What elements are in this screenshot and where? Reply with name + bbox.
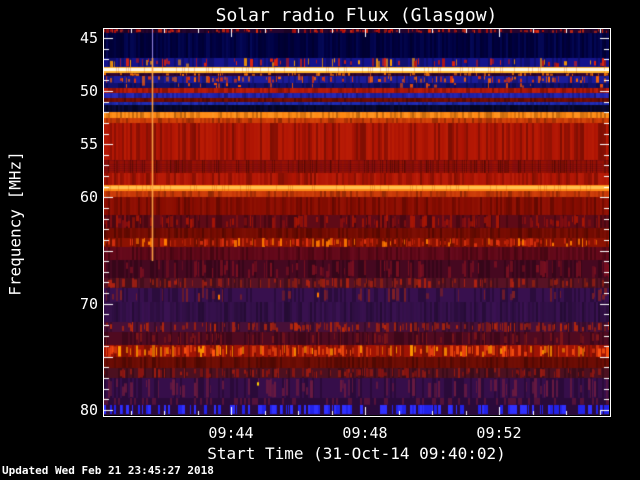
plot-frame <box>103 28 611 417</box>
y-tick-label: 80 <box>79 401 98 419</box>
y-tick-label: 50 <box>79 82 98 100</box>
updated-timestamp: Updated Wed Feb 21 23:45:27 2018 <box>2 464 214 477</box>
y-tick-label: 60 <box>79 188 98 206</box>
y-tick-label: 55 <box>79 135 98 153</box>
chart-title: Solar radio Flux (Glasgow) <box>215 5 498 26</box>
x-tick-label: 09:44 <box>208 424 254 442</box>
y-tick-label: 70 <box>79 295 98 313</box>
x-tick-label: 09:52 <box>476 424 522 442</box>
x-tick-label: 09:48 <box>342 424 388 442</box>
y-axis-label: Frequency [MHz] <box>5 151 25 296</box>
y-tick-label: 45 <box>79 29 98 47</box>
spectrogram-canvas <box>104 29 609 415</box>
x-axis-label: Start Time (31-Oct-14 09:40:02) <box>207 444 506 463</box>
